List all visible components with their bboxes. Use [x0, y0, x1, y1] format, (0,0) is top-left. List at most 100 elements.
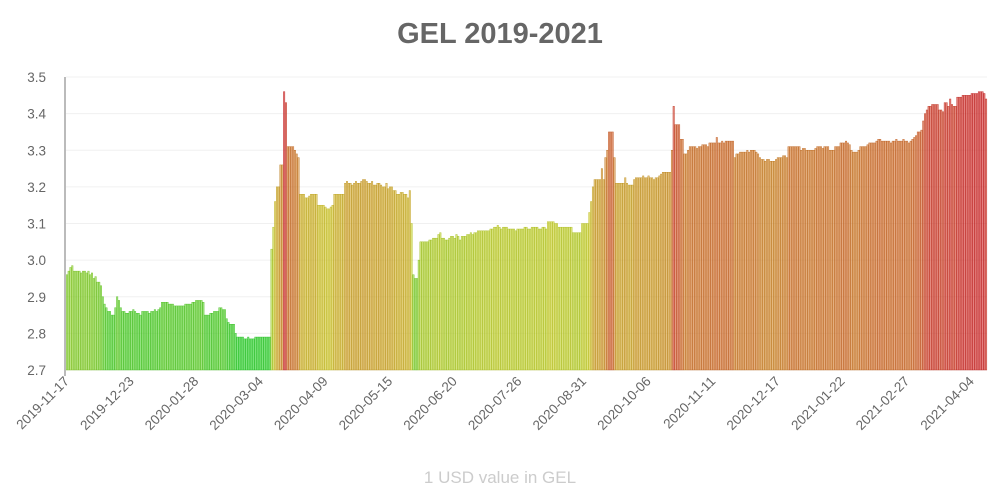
bar — [444, 239, 447, 371]
bar — [775, 159, 777, 371]
bar — [430, 239, 433, 371]
bar — [816, 146, 819, 371]
bar — [360, 181, 363, 371]
bar — [96, 281, 99, 371]
bar — [396, 193, 399, 371]
bar — [116, 296, 119, 371]
bar — [627, 184, 630, 371]
bar — [259, 336, 262, 371]
bar — [389, 186, 392, 371]
bar — [410, 223, 413, 371]
bar — [907, 142, 910, 371]
bar — [516, 228, 519, 371]
bar — [207, 314, 210, 371]
bar — [204, 314, 207, 371]
bar — [390, 186, 393, 371]
bar — [942, 111, 944, 371]
bar — [157, 309, 160, 371]
bar — [520, 228, 523, 371]
bar — [812, 150, 815, 371]
bar — [590, 201, 593, 371]
bar — [363, 179, 366, 371]
bar — [152, 311, 155, 371]
bar — [934, 104, 937, 371]
bar — [250, 338, 253, 371]
bar — [419, 241, 422, 371]
bar — [584, 223, 587, 371]
bar — [191, 302, 194, 371]
bar — [256, 336, 259, 371]
bar — [227, 322, 230, 371]
bar — [198, 300, 201, 371]
bar — [854, 151, 856, 371]
bar — [879, 139, 882, 371]
bar — [794, 146, 797, 371]
bar — [407, 197, 409, 371]
bar — [426, 241, 429, 371]
bar — [651, 177, 654, 371]
bar — [863, 146, 865, 371]
y-tick-label: 3.2 — [27, 180, 46, 195]
x-tick-label: 2020-08-31 — [530, 374, 589, 433]
bar — [67, 270, 70, 371]
bar — [715, 137, 718, 371]
bar — [611, 131, 614, 371]
bar — [732, 140, 734, 371]
bar — [437, 234, 440, 371]
bar — [502, 226, 505, 371]
x-tick-label: 2019-11-17 — [13, 374, 72, 433]
bar — [527, 228, 530, 371]
bar — [220, 307, 223, 371]
bar — [924, 113, 927, 371]
x-tick-label: 2020-10-06 — [594, 374, 653, 433]
bar — [119, 307, 122, 371]
bar — [554, 223, 557, 371]
bar — [216, 311, 219, 371]
bar — [606, 150, 609, 371]
bar — [803, 148, 806, 371]
bar — [114, 307, 117, 371]
bar — [394, 190, 397, 371]
bar — [141, 311, 144, 371]
bar — [859, 146, 862, 371]
bar — [782, 155, 785, 371]
bar — [936, 104, 939, 371]
x-tick-label: 2021-04-04 — [918, 373, 978, 433]
bar — [954, 106, 957, 371]
bar — [268, 336, 271, 371]
bar — [320, 204, 323, 371]
bar — [705, 144, 707, 371]
bar — [295, 153, 298, 371]
bar — [197, 300, 199, 371]
bar — [177, 305, 180, 371]
bar — [91, 272, 93, 371]
x-tick-label: 2020-06-20 — [400, 374, 459, 433]
bar — [769, 161, 772, 371]
bar — [276, 186, 278, 371]
bar — [638, 177, 641, 371]
bar — [110, 314, 113, 371]
bar — [771, 161, 774, 371]
bar — [694, 146, 697, 371]
bar — [983, 93, 986, 371]
bar — [421, 241, 424, 371]
bar — [599, 179, 602, 371]
bar — [455, 234, 458, 371]
bar — [101, 296, 104, 371]
bar — [509, 228, 512, 371]
bar — [371, 181, 374, 371]
bar — [823, 146, 826, 371]
bar — [441, 237, 444, 371]
bar — [864, 146, 867, 371]
bar — [561, 226, 564, 371]
bar — [825, 146, 828, 371]
bar — [202, 302, 205, 371]
bar — [247, 336, 250, 371]
bar — [442, 237, 445, 371]
bar — [387, 188, 390, 371]
bar — [425, 241, 427, 371]
bar — [105, 307, 108, 371]
bar — [676, 124, 679, 371]
bar — [416, 278, 418, 371]
